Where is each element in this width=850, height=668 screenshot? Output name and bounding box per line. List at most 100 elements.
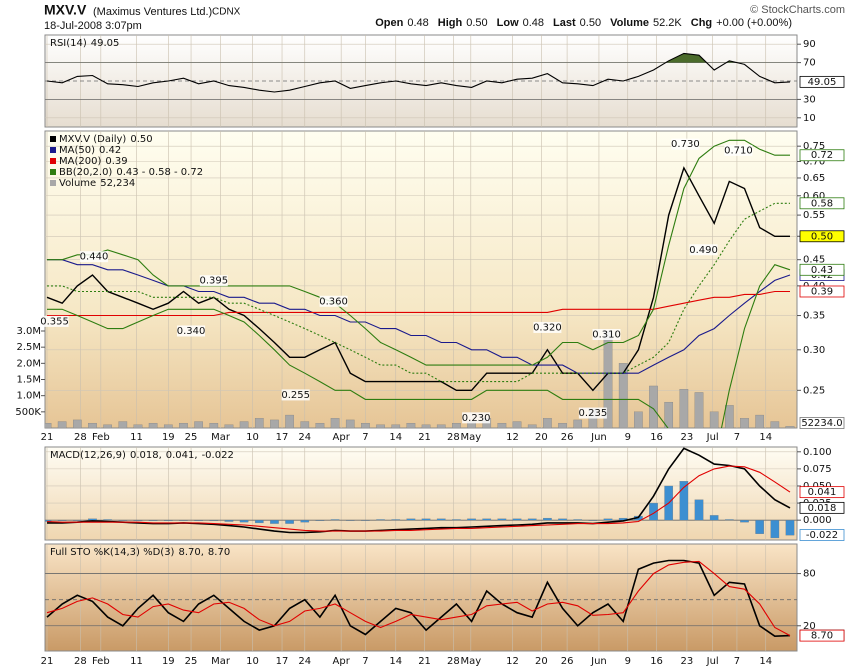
bar [391, 424, 401, 428]
y-tick-label: 0.60 [803, 191, 825, 202]
legend-label: Full STO %K(14,3) %D(3) [50, 547, 175, 558]
bar [543, 418, 552, 428]
bar [57, 520, 67, 522]
end-label-box [799, 263, 845, 276]
y-tick-label: 0.100 [803, 447, 832, 458]
quote-value: 0.48 [523, 17, 544, 29]
end-label-box [799, 75, 845, 88]
annotation: 0.395 [199, 276, 228, 287]
quote-value: +0.00 (+0.00%) [716, 17, 792, 29]
bar [679, 389, 689, 428]
end-label-box [799, 230, 845, 243]
y2-tick-label: 1.5M [16, 375, 41, 386]
annotation: 0.490 [689, 245, 718, 256]
x-tick-label: 11 [130, 432, 143, 443]
bar [436, 518, 446, 521]
x-tick-label: 25 [185, 432, 198, 443]
bar [694, 392, 704, 428]
bar [664, 401, 674, 428]
x-tick-label: 26 [561, 656, 574, 667]
y-tick-label: 70 [803, 58, 816, 69]
bar [725, 519, 734, 521]
bar [573, 419, 583, 428]
bar [709, 515, 719, 521]
x-tick-label: 14 [389, 432, 402, 443]
legend-value: 49.05 [91, 38, 120, 49]
plot-area [45, 447, 797, 539]
x-tick-label: 23 [681, 656, 694, 667]
y-tick-label: 10 [803, 113, 816, 124]
bar [497, 423, 507, 428]
x-tick-label: Feb [92, 432, 110, 443]
bar [436, 424, 446, 428]
y-tick-label: 0.55 [803, 210, 825, 221]
quote-value: 52.2K [653, 17, 682, 29]
x-tick-label: 24 [298, 656, 311, 667]
bar [194, 421, 203, 428]
x-tick-label: 24 [298, 432, 311, 443]
bar [224, 520, 234, 522]
x-tick-label: 21 [418, 432, 431, 443]
bar [345, 419, 355, 428]
bar [634, 411, 643, 428]
annotation: 0.310 [592, 330, 621, 341]
end-label: -0.022 [806, 530, 838, 541]
x-tick-label: 9 [625, 656, 631, 667]
series-line [46, 166, 790, 392]
y2-tick-label: 2.5M [16, 342, 41, 353]
bar [376, 424, 385, 428]
x-tick-label: 28 [447, 656, 460, 667]
bar [270, 520, 279, 524]
legend-swatch [50, 169, 56, 175]
x-tick-label: 21 [41, 656, 54, 667]
bar [224, 424, 234, 428]
bar [118, 520, 128, 521]
series-line [46, 559, 791, 638]
x-tick-label: Jun [590, 432, 607, 443]
bar [315, 520, 325, 522]
bar [452, 519, 461, 521]
bar [527, 518, 537, 521]
bar [209, 423, 219, 428]
legend-value: 52,234 [100, 178, 135, 189]
y2-tick-label: 2.0M [16, 358, 41, 369]
series-line [47, 139, 790, 366]
bar [148, 423, 158, 428]
x-tick-label: 28 [74, 432, 87, 443]
bar [163, 520, 173, 522]
x-tick-label: Apr [333, 656, 351, 667]
x-tick-label: 19 [162, 656, 175, 667]
bar [543, 517, 552, 521]
quote-label: Open [375, 17, 403, 29]
x-tick-label: 14 [759, 656, 772, 667]
bar [361, 520, 370, 521]
bar [512, 518, 522, 521]
x-tick-label: 17 [276, 432, 289, 443]
quote-label: Chg [691, 17, 712, 29]
bar [694, 499, 704, 521]
x-tick-label: 20 [535, 656, 548, 667]
x-tick-label: 21 [418, 656, 431, 667]
end-label: 0.72 [811, 150, 833, 161]
quote-value: 0.50 [466, 17, 487, 29]
y-tick-label: 20 [803, 621, 816, 632]
y-tick-label: 0.45 [803, 255, 825, 266]
x-tick-label: 7 [362, 432, 368, 443]
bar [649, 502, 658, 521]
bar [649, 385, 658, 428]
bar [406, 518, 416, 521]
x-tick-label: 12 [506, 656, 519, 667]
x-tick-label: 16 [650, 432, 663, 443]
symbol: MXV.V [44, 2, 87, 18]
series-line [47, 264, 791, 428]
legend-value: 0.39 [105, 156, 127, 167]
bar [588, 520, 598, 521]
x-tick-label: 23 [681, 432, 694, 443]
y-tick-label: 0.30 [803, 345, 825, 356]
exchange: CDNX [212, 7, 241, 18]
annotation-box [177, 325, 206, 337]
series-line [47, 202, 790, 383]
y-tick-label: 0.70 [803, 157, 825, 168]
